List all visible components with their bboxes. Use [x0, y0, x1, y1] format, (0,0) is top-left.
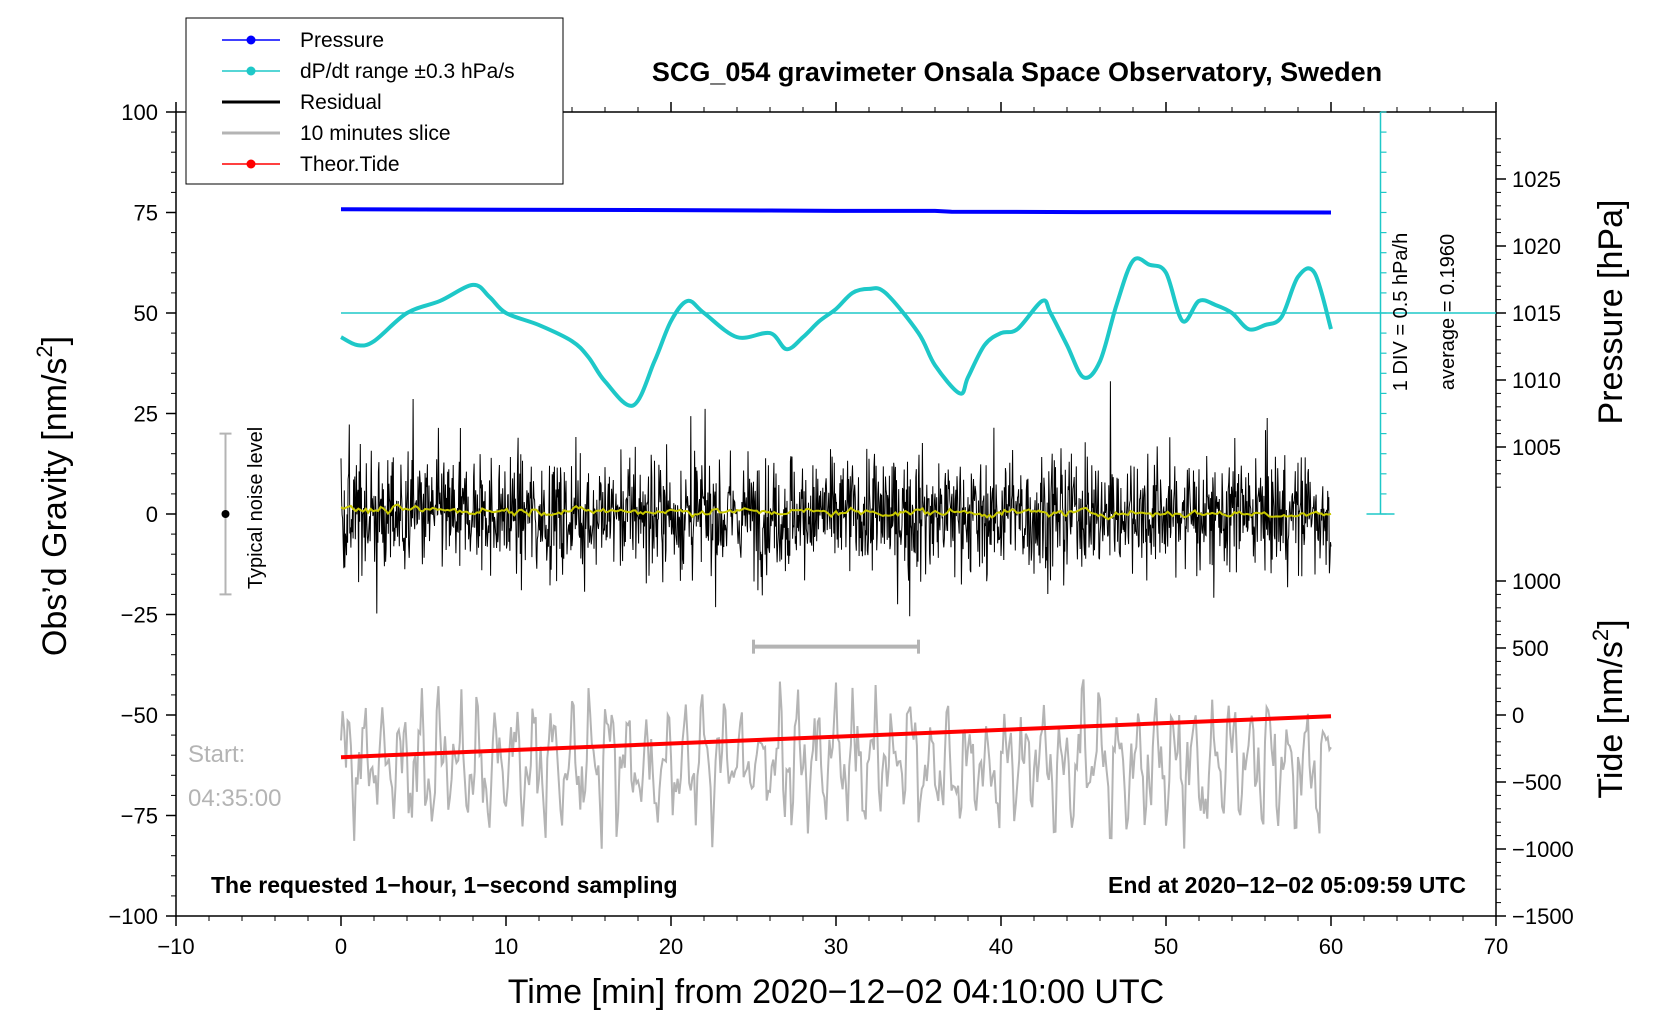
y-tick-label: −75	[121, 804, 158, 829]
legend-label: Pressure	[300, 29, 384, 52]
pressure-tick-label: 1010	[1512, 368, 1561, 393]
pressure-avg-label-group: average = 0.1960	[1437, 234, 1459, 390]
legend-marker	[246, 35, 256, 45]
pressure-axis-title-group: Pressure [hPa]	[1592, 200, 1630, 425]
x-tick-label: 20	[659, 934, 683, 959]
x-tick-label: 60	[1319, 934, 1343, 959]
y-axis-title: Obs’d Gravity [nm/s2]	[32, 336, 74, 656]
y-tick-label: 0	[146, 502, 158, 527]
x-tick-label: 30	[824, 934, 848, 959]
tide-tick-label: 500	[1512, 636, 1549, 661]
x-tick-label: 70	[1484, 934, 1508, 959]
y-tick-label: −50	[121, 703, 158, 728]
y-tick-label: 100	[121, 100, 158, 125]
series-layer	[340, 207, 1496, 849]
tide-tick-label: −1500	[1512, 904, 1574, 929]
y-tick-label: −100	[108, 904, 158, 929]
noise-label-group: Typical noise level	[245, 427, 267, 589]
legend-marker	[246, 159, 256, 169]
dpdt-series-line	[340, 256, 1333, 408]
axes-layer: −10 0 10 20 30 40 50 60 701007550250−25−50−75−10…	[108, 100, 1573, 959]
y-tick-label: 50	[134, 301, 158, 326]
y-axis-title-group: Obs’d Gravity [nm/s2]	[32, 336, 74, 656]
noise-level-label: Typical noise level	[245, 427, 267, 589]
pressure-div-label-group: 1 DIV = 0.5 hPa/h	[1390, 233, 1412, 391]
legend-marker	[246, 66, 256, 76]
pressure-series-line	[340, 207, 1332, 215]
legend-label: Residual	[300, 91, 382, 114]
legend-label: Theor.Tide	[300, 153, 400, 176]
tide-tick-label: 0	[1512, 703, 1524, 728]
y-tick-label: 25	[134, 402, 158, 427]
pressure-avg-label: average = 0.1960	[1437, 234, 1459, 390]
start-label: Start:	[188, 741, 245, 768]
x-tick-label: 40	[989, 934, 1013, 959]
end-time-note: End at 2020−12−02 05:09:59 UTC	[1108, 872, 1466, 898]
tide-tick-label: 1000	[1512, 569, 1561, 594]
sampling-note: The requested 1−hour, 1−second sampling	[211, 872, 678, 898]
residual-smoothed-line	[340, 503, 1332, 521]
legend: Pressure dP/dt range ±0.3 hPa/s Residual 10…	[185, 17, 564, 185]
x-axis-title: Time [min] from 2020−12−02 04:10:00 UTC	[508, 973, 1164, 1011]
chart-title: SCG_054 gravimeter Onsala Space Observat…	[652, 57, 1382, 87]
pressure-axis-title: Pressure [hPa]	[1592, 200, 1630, 425]
noise-level-dot	[221, 510, 230, 518]
x-tick-label: 50	[1154, 934, 1178, 959]
legend-label: dP/dt range ±0.3 hPa/s	[300, 60, 515, 83]
tide-series-line	[340, 714, 1332, 760]
y-tick-label: 75	[134, 201, 158, 226]
tide-axis-title-group: Tide [nm/s2]	[1588, 619, 1630, 798]
x-tick-label: 10	[494, 934, 518, 959]
pressure-tick-label: 1025	[1512, 167, 1561, 192]
tide-tick-label: −500	[1512, 770, 1562, 795]
x-tick-label: 0	[335, 934, 347, 959]
tide-axis-title: Tide [nm/s2]	[1588, 619, 1630, 798]
pressure-div-label: 1 DIV = 0.5 hPa/h	[1390, 233, 1412, 391]
pressure-tick-label: 1020	[1512, 234, 1561, 259]
x-tick-label: −10	[157, 934, 194, 959]
y-tick-label: −25	[121, 603, 158, 628]
residual-series-line	[340, 381, 1332, 617]
slice-series-line	[340, 679, 1332, 849]
legend-label: 10 minutes slice	[300, 122, 451, 145]
pressure-tick-label: 1005	[1512, 435, 1561, 460]
tide-tick-label: −1000	[1512, 837, 1574, 862]
start-time-label: 04:35:00	[188, 785, 281, 812]
pressure-tick-label: 1015	[1512, 301, 1561, 326]
